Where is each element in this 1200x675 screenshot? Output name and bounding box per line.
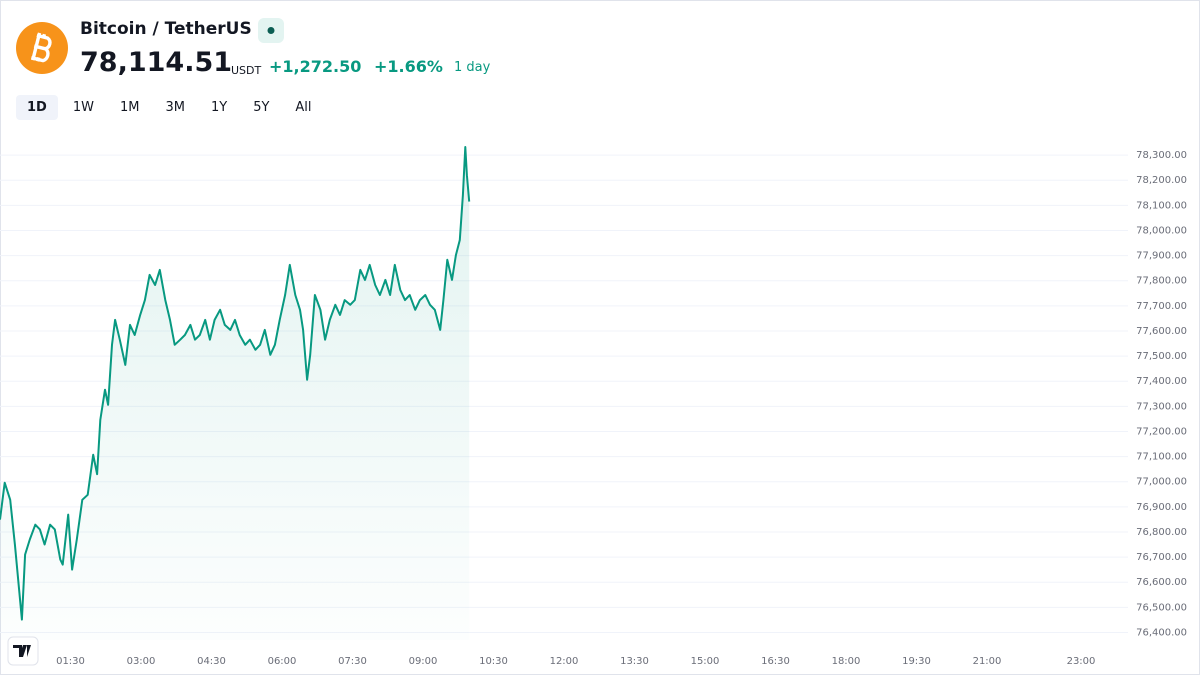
x-tick-label: 01:30 (56, 656, 85, 667)
range-button[interactable]: 1M (119, 100, 140, 115)
change: +1,272.50 (269, 57, 362, 76)
logo (13, 645, 31, 657)
x-tick-label: 12:00 (550, 656, 579, 667)
range-button[interactable]: All (295, 100, 312, 115)
y-tick-label: 77,000.00 (1136, 477, 1187, 488)
y-tick-label: 77,100.00 (1136, 452, 1187, 463)
x-tick-label: 18:00 (832, 656, 861, 667)
x-tick-label: 23:00 (1067, 656, 1096, 667)
y-tick-label: 76,500.00 (1136, 602, 1187, 613)
x-tick-label: 09:00 (409, 656, 438, 667)
currency: USDT (231, 64, 262, 77)
y-tick-label: 78,200.00 (1136, 175, 1187, 186)
status-dot (267, 27, 275, 34)
y-tick-label: 77,300.00 (1136, 401, 1187, 412)
y-tick-label: 77,800.00 (1136, 276, 1187, 287)
x-tick-label: 16:30 (761, 656, 790, 667)
symbol-name: Bitcoin / TetherUS (80, 19, 252, 39)
y-tick-label: 76,600.00 (1136, 577, 1187, 588)
y-tick-label: 76,700.00 (1136, 552, 1187, 563)
y-tick-label: 77,200.00 (1136, 426, 1187, 437)
y-tick-label: 76,900.00 (1136, 502, 1187, 513)
range-selector: 1D 1W 1M 3M 1Y 5Y All (16, 95, 323, 120)
price-line (0, 146, 471, 621)
x-tick-label: 10:30 (479, 656, 508, 667)
x-tick-label: 07:30 (338, 656, 367, 667)
y-tick-label: 77,500.00 (1136, 351, 1187, 362)
range-button[interactable]: 3M (165, 100, 185, 115)
x-tick-label: 04:30 (197, 656, 226, 667)
coin-glyph (30, 32, 52, 63)
change-percent: +1.66% (374, 57, 443, 76)
area-fill (0, 147, 470, 640)
range-button[interactable]: 5Y (253, 100, 270, 115)
price: 78,114.51 (80, 47, 233, 78)
y-tick-label: 76,400.00 (1136, 627, 1187, 638)
y-tick-label: 77,400.00 (1136, 376, 1187, 387)
y-tick-label: 77,700.00 (1136, 301, 1187, 312)
x-tick-label: 13:30 (620, 656, 649, 667)
x-tick-label: 06:00 (268, 656, 297, 667)
y-tick-label: 78,100.00 (1136, 200, 1187, 211)
x-tick-label: 03:00 (127, 656, 156, 667)
range-button[interactable]: 1D (16, 95, 58, 120)
y-tick-label: 77,600.00 (1136, 326, 1187, 337)
x-tick-label: 21:00 (973, 656, 1002, 667)
range-button[interactable]: 1Y (210, 100, 228, 115)
y-tick-label: 77,900.00 (1136, 251, 1187, 262)
x-tick-label: 19:30 (902, 656, 931, 667)
period: 1 day (454, 60, 491, 75)
y-tick-label: 78,300.00 (1136, 150, 1187, 161)
y-tick-label: 76,800.00 (1136, 527, 1187, 538)
range-button[interactable]: 1W (72, 100, 94, 115)
y-tick-label: 78,000.00 (1136, 225, 1187, 236)
x-tick-label: 15:00 (691, 656, 720, 667)
